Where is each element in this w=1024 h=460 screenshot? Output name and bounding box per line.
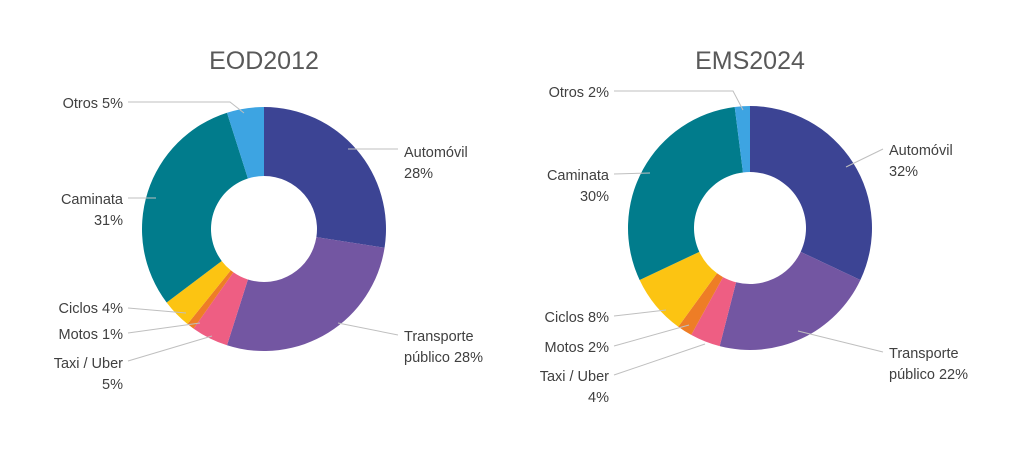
donut-slices	[141, 107, 386, 351]
slice-label-transporte-publico: Transporte público 22%	[889, 346, 968, 383]
slice-label-automovil: Automóvil 28%	[404, 145, 468, 182]
slice-motos	[187, 270, 234, 329]
leader-line-ciclos	[613, 309, 667, 317]
leader-line-otros	[128, 101, 245, 114]
chart-title: EMS2024	[695, 47, 805, 75]
leader-line-transporte-publico	[337, 322, 399, 336]
slice-ciclos	[639, 251, 718, 327]
slice-label-taxi-uber: Taxi / Uber 5%	[54, 356, 123, 393]
leader-line-otros	[614, 90, 744, 111]
slice-automovil	[264, 107, 386, 248]
slice-label-otros: Otros 5%	[63, 96, 124, 112]
slice-taxi-uber	[691, 277, 737, 347]
slice-label-taxi-uber: Taxi / Uber 4%	[540, 369, 609, 406]
chart-eod2012: EOD2012 Automóvil 28% Transporte público 28…	[54, 47, 483, 393]
slice-label-caminata: Caminata 30%	[547, 168, 610, 205]
leader-line-transporte-publico	[797, 330, 884, 353]
slice-label-motos: Motos 2%	[545, 340, 610, 356]
slice-taxi-uber	[193, 272, 248, 346]
slice-label-motos: Motos 1%	[59, 327, 124, 343]
slice-caminata	[141, 112, 248, 303]
leader-line-taxi-uber	[127, 335, 213, 362]
slice-caminata	[628, 106, 743, 280]
slice-otros	[227, 107, 264, 179]
slice-otros	[734, 106, 750, 173]
slice-labels: Automóvil 28% Transporte público 28% Taxi / …	[54, 96, 483, 393]
slice-transporte-publico	[719, 251, 861, 350]
chart-ems2024: EMS2024 Automóvil 32% Transporte público 22…	[540, 47, 968, 406]
leader-line-motos	[127, 322, 201, 334]
slice-ciclos	[166, 260, 231, 325]
slice-motos	[678, 273, 724, 335]
slice-label-caminata: Caminata 31%	[61, 192, 124, 229]
slice-label-otros: Otros 2%	[549, 85, 610, 101]
slice-label-ciclos: Ciclos 8%	[545, 310, 610, 326]
leader-line-caminata	[613, 172, 651, 175]
slice-labels: Automóvil 32% Transporte público 22% Taxi / …	[540, 85, 968, 406]
slice-transporte-publico	[227, 237, 385, 351]
slice-label-transporte-publico: Transporte público 28%	[404, 329, 483, 366]
slice-label-ciclos: Ciclos 4%	[59, 301, 124, 317]
leader-line-motos	[613, 324, 690, 347]
slice-automovil	[750, 106, 872, 280]
leader-line-automovil	[845, 148, 884, 168]
leader-line-taxi-uber	[613, 343, 706, 376]
donut-slices	[628, 106, 872, 350]
leader-line-ciclos	[127, 307, 187, 314]
slice-label-automovil: Automóvil 32%	[889, 143, 953, 180]
chart-title: EOD2012	[209, 47, 319, 75]
